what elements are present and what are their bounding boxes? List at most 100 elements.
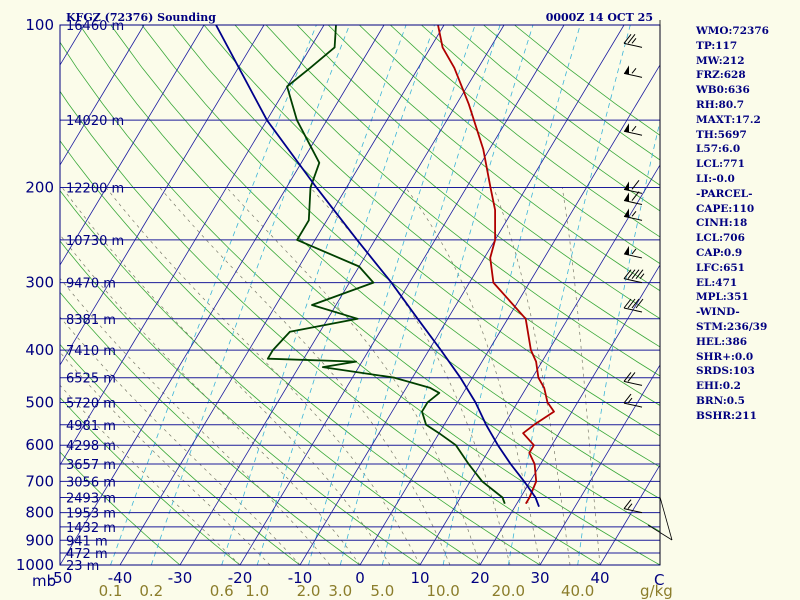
x-tick-label: -50 [48,569,73,587]
index-row: LCL:771 [696,158,745,171]
pressure-tick-label: 900 [25,531,54,549]
x-tick-label: 30 [530,569,549,587]
index-row: HEL:386 [696,335,748,348]
isotherm [60,25,145,166]
x-tick-label: 40 [590,569,609,587]
x-tick-label: -10 [288,569,313,587]
height-label: 5720 m [66,396,116,411]
pressure-tick-label: 600 [25,436,54,454]
moist-adiabat [60,277,331,565]
series-line-dewpoint [266,25,506,505]
pressure-tick-label: 200 [25,179,54,197]
moist-adiabat [60,234,361,565]
index-row: MPL:351 [696,291,749,304]
x-tick-label: -40 [108,569,133,587]
x-tick-label: -30 [168,569,193,587]
height-label: 1953 m [66,507,116,522]
wind-barb [623,298,644,313]
index-row: RH:80.7 [696,98,745,111]
mixing-ratio-tick-label: 20.0 [492,582,525,600]
chart-grid [60,25,660,565]
index-row: SHR+:0.0 [696,350,754,363]
isotherm [599,464,660,565]
height-label: 3056 m [66,475,116,490]
index-row: EL:471 [696,276,738,289]
pressure-tick-label: 100 [25,16,54,34]
index-row: BRN:0.5 [696,394,745,407]
isotherm [60,25,265,366]
height-label: 4981 m [66,419,116,434]
index-row: -PARCEL- [696,187,753,200]
index-row: CAP:0.9 [696,246,743,259]
pressure-tick-label: 800 [25,504,54,522]
mixing-ratio-tick-label: 3.0 [328,582,352,600]
index-row: CAPE:110 [696,202,755,215]
height-label: 12200 m [66,182,124,197]
x-tick-label: 0 [355,569,365,587]
pressure-tick-label: 400 [25,341,54,359]
wind-barb [623,180,643,194]
isotherm [479,264,660,565]
height-label: 941 m [66,534,108,549]
wind-trend-line [647,524,673,541]
height-label: 7410 m [66,344,116,359]
mixing-ratio-tick-label: 10.0 [426,582,459,600]
wind-barb [623,372,643,386]
height-label: 9470 m [66,277,116,292]
index-row: L57:6.0 [696,143,741,156]
height-label: 10730 m [66,234,124,249]
wind-barb [623,191,643,206]
wind-barb [623,245,643,259]
isotherm [239,25,565,565]
height-label: 4298 m [66,439,116,454]
index-row: WB0:636 [696,84,750,97]
height-label: 2493 m [66,492,116,507]
index-row: TP:117 [696,39,738,52]
mixing-ratio-tick-label: 1.0 [245,582,269,600]
index-row: MAXT:17.2 [696,113,761,126]
series-line-parcel [215,25,540,508]
isotherm [359,64,660,565]
height-label: 23 m [66,559,99,574]
index-row: -WIND- [696,306,740,319]
wind-barb [623,393,643,408]
index-row: LI:-0.0 [696,172,735,185]
isotherm [60,25,205,266]
isotherm [60,25,325,466]
wind-trend-line [659,496,673,541]
wind-barb [623,34,643,48]
height-label: 16460 m [66,19,124,34]
sounding-indices-panel: WMO:72376 TP:117 MW:212 FRZ:628 WB0:636 RH:80… [696,24,800,424]
wind-barb [623,208,643,221]
x-tick-label: 10 [410,569,429,587]
index-row: FRZ:628 [696,69,746,82]
mixing-ratio-tick-label: 0.2 [139,582,163,600]
pressure-tick-label: 1000 [16,556,54,574]
wind-barb [623,123,643,136]
index-row: EHI:0.2 [696,380,741,393]
height-label: 3657 m [66,458,116,473]
mixing-ratio-tick-label: 40.0 [561,582,594,600]
height-label: 6525 m [66,372,116,387]
index-row: LCL:706 [696,232,745,245]
pressure-tick-label: 700 [25,472,54,490]
x-axis-end-label: C [654,571,664,589]
height-label: 14020 m [66,114,124,129]
pressure-tick-label: 300 [25,274,54,292]
mixing-ratio-tick-label: 2.0 [297,582,321,600]
moist-adiabat [226,187,481,565]
x-tick-label: 20 [470,569,489,587]
mixing-ratio-unit: g/kg [640,582,673,600]
y-axis-unit-label: mb [32,572,56,590]
index-row: TH:5697 [696,128,747,141]
isotherm [119,25,445,565]
index-row: CINH:18 [696,217,748,230]
isotherm [539,364,660,565]
wind-barb [623,269,645,284]
height-label: 1432 m [66,521,116,536]
isotherm [419,164,660,565]
series-line-temperature [437,25,555,505]
mixing-ratio-tick-label: 0.1 [99,582,123,600]
index-row: BSHR:211 [696,409,757,422]
